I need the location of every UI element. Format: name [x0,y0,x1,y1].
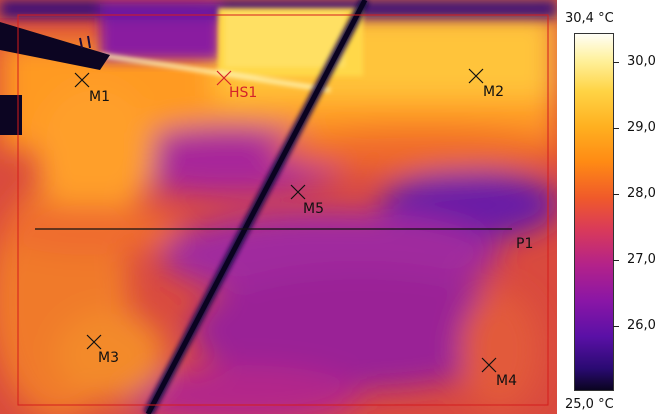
scale-min-label: 25,0 °C [565,397,614,412]
marker-m5-cross [290,184,306,200]
scale-tick [613,62,619,63]
marker-m3-cross [86,334,102,350]
marker-m3-label: M3 [98,350,119,366]
marker-m1-cross [74,72,90,88]
scale-max-label: 30,4 °C [565,11,614,26]
marker-m2-cross [468,68,484,84]
marker-m5-label: M5 [303,201,324,217]
scale-tick-label: 28,0 [627,186,656,201]
marker-m4-label: M4 [496,373,517,389]
scale-tick [613,128,619,129]
scale-tick [613,260,619,261]
scale-tick-label: 27,0 [627,252,656,267]
color-scale-bar [574,33,614,391]
marker-m1-label: M1 [89,89,110,105]
scale-tick-label: 26,0 [627,318,656,333]
marker-m4-cross [481,357,497,373]
profile-p1-label: P1 [516,236,533,252]
marker-m2-label: M2 [483,84,504,100]
temperature-scale: 30,4 °C 30,0 29,0 28,0 27,0 26,0 25,0 °C [557,0,657,414]
thermal-scene: M1 HS1 M2 M5 P1 M3 M4 [0,0,557,414]
measurement-frame [17,14,549,406]
thermal-image: M1 HS1 M2 M5 P1 M3 M4 [0,0,557,414]
marker-hs1-cross [216,70,232,86]
scale-tick-label: 30,0 [627,54,656,69]
marker-hs1-label: HS1 [229,85,257,101]
scale-tick [613,326,619,327]
scale-tick-label: 29,0 [627,120,656,135]
scale-tick [613,194,619,195]
